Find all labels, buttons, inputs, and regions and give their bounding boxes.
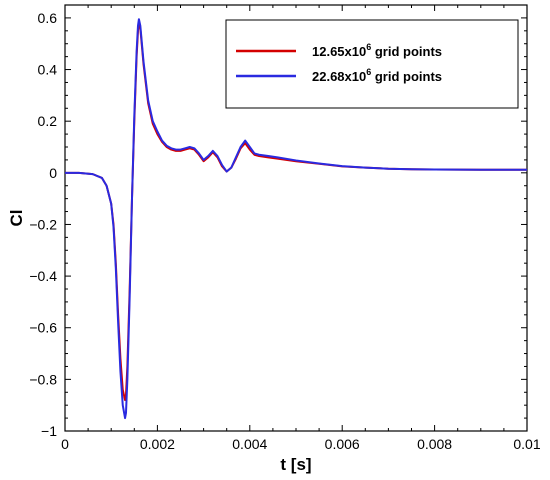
legend: 12.65x106 grid points 22.68x106 grid poi… xyxy=(225,19,519,109)
x-axis-title: t [s] xyxy=(280,455,311,474)
y-tick-label: −0.6 xyxy=(29,320,57,336)
y-axis: −1 −0.8 −0.6 −0.4 −0.2 0 0.2 0.4 0.6 xyxy=(29,10,527,439)
series-line-2 xyxy=(65,18,527,420)
y-tick-label: −1 xyxy=(41,423,57,439)
y-tick-label: 0.4 xyxy=(38,62,58,78)
y-tick-label: 0 xyxy=(49,165,57,181)
x-tick-label: 0 xyxy=(61,436,69,452)
x-tick-label: 0.004 xyxy=(232,436,267,452)
x-tick-label: 0.006 xyxy=(325,436,360,452)
x-axis: 0 0.002 0.004 0.006 0.008 0.01 xyxy=(61,5,541,452)
legend-label-1: 12.65x106 grid points xyxy=(312,42,442,59)
y-tick-label: 0.2 xyxy=(38,113,58,129)
legend-label-2: 22.68x106 grid points xyxy=(312,67,442,84)
y-tick-label: −0.8 xyxy=(29,371,57,387)
legend-box xyxy=(225,19,519,109)
y-axis-title: Cl xyxy=(7,210,26,227)
y-tick-label: 0.6 xyxy=(38,10,58,26)
x-tick-label: 0.002 xyxy=(140,436,175,452)
y-tick-label: −0.2 xyxy=(29,216,57,232)
x-tick-label: 0.01 xyxy=(513,436,540,452)
x-tick-label: 0.008 xyxy=(417,436,452,452)
y-tick-label: −0.4 xyxy=(29,268,57,284)
series-layer xyxy=(65,18,527,420)
